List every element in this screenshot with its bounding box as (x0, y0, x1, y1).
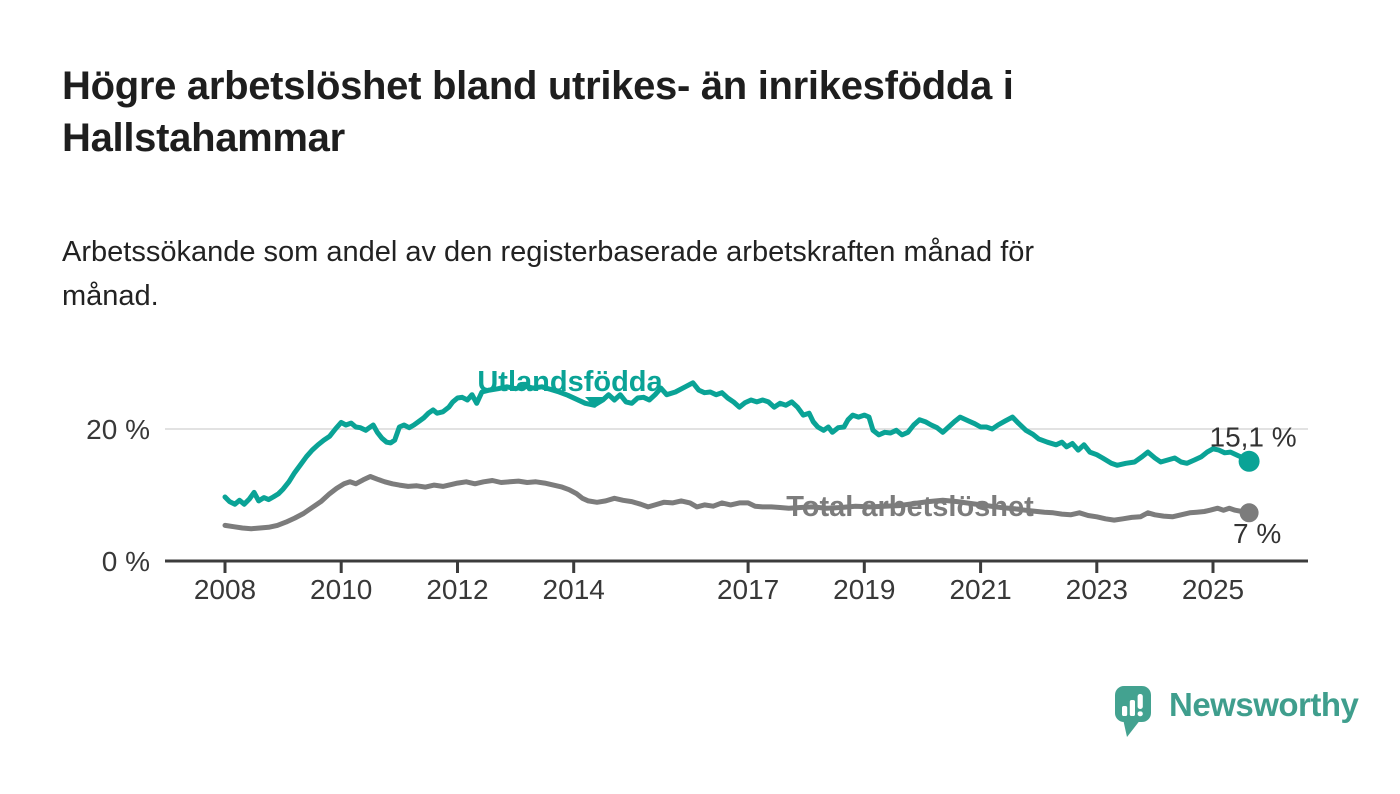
x-tick-label: 2025 (1182, 574, 1244, 605)
series-label-total: Total arbetslöshet (786, 491, 1034, 523)
y-tick-label: 0 % (102, 546, 150, 577)
x-tick-label: 2017 (717, 574, 779, 605)
x-tick-label: 2019 (833, 574, 895, 605)
chart-subtitle-line2: månad. (62, 279, 159, 312)
x-tick-label: 2023 (1066, 574, 1128, 605)
logo-exclamation-dot (1137, 711, 1143, 717)
series-label-utlandsfodda: Utlandsfödda (477, 366, 663, 398)
x-tick-label: 2010 (310, 574, 372, 605)
logo-exclamation-bar (1137, 694, 1143, 709)
end-dot-utlandsfodda (1238, 450, 1260, 472)
end-value-label: 15,1 % (1210, 421, 1297, 452)
logo-bar-tall (1129, 700, 1135, 716)
line-utlandsfodda (222, 380, 1252, 507)
x-tick-label: 2008 (194, 574, 256, 605)
page-title-line1: Högre arbetslöshet bland utrikes- än inr… (62, 64, 1014, 108)
newsworthy-logo-text: Newsworthy (1169, 686, 1359, 723)
page-title-line2: Hallstahammar (62, 116, 345, 160)
chart-subtitle: Arbetssökande som andel av den registerb… (62, 231, 1282, 318)
newsworthy-logo: Newsworthy (1114, 685, 1359, 739)
logo-bar-short (1122, 706, 1128, 716)
x-tick-label: 2012 (426, 574, 488, 605)
series-label-arrow-icon (585, 397, 605, 408)
end-value-label: 7 % (1233, 518, 1281, 549)
x-tick-label: 2021 (949, 574, 1011, 605)
newsworthy-logo-icon (1115, 686, 1151, 737)
line-total-arbetsloshet (222, 474, 1252, 532)
end-dot-total (1239, 503, 1259, 523)
page-title: Högre arbetslöshet bland utrikes- än inr… (62, 60, 1322, 164)
y-tick-label: 20 % (86, 414, 150, 445)
chart-subtitle-line1: Arbetssökande som andel av den registerb… (62, 236, 1035, 268)
x-tick-label: 2014 (543, 574, 605, 605)
